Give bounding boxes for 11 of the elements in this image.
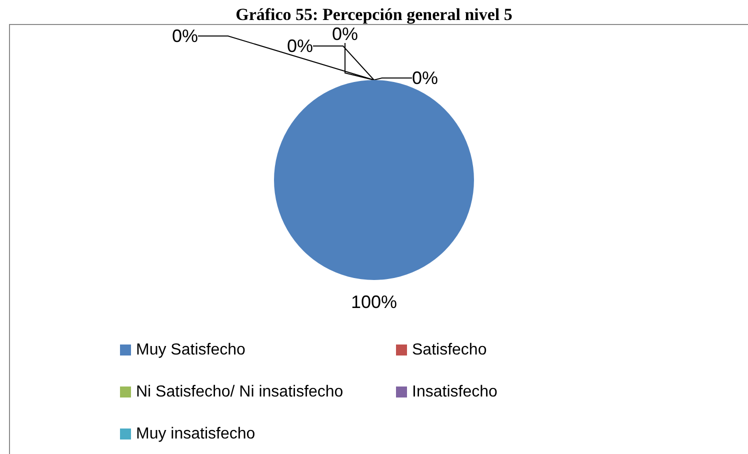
text: 0%	[412, 68, 438, 88]
legend-label: Insatisfecho	[412, 384, 498, 400]
chart-title: Gráfico 55: Percepción general nivel 5	[236, 5, 512, 24]
legend-label: Satisfecho	[412, 342, 487, 358]
legend-label: Muy Satisfecho	[136, 342, 246, 358]
legend-label: Muy insatisfecho	[136, 426, 256, 442]
data-label: 100%	[350, 292, 398, 312]
text: 0%	[332, 24, 358, 44]
text: 0%	[286, 36, 314, 56]
legend-label: Ni Satisfecho/ Ni insatisfecho	[136, 384, 344, 400]
text: 0%	[172, 26, 198, 46]
